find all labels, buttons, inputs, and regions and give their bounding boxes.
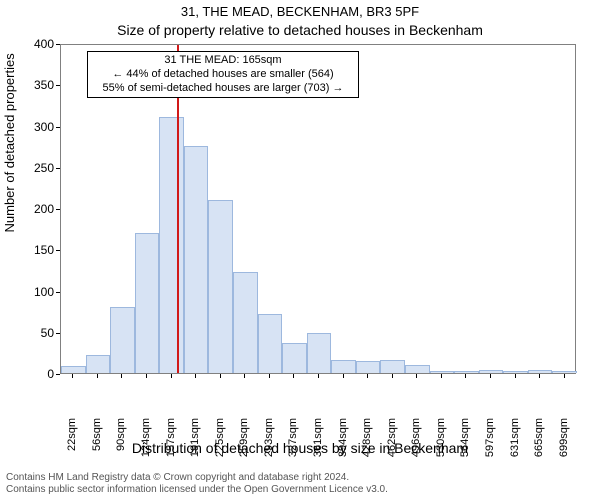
x-tick-mark [195,374,196,378]
y-tick-label: 250 [14,161,54,175]
y-tick-mark [56,292,60,293]
x-tick-mark [441,374,442,378]
x-tick-mark [343,374,344,378]
x-tick-mark [72,374,73,378]
footer-line-1: Contains HM Land Registry data © Crown c… [6,472,594,484]
y-tick-mark [56,85,60,86]
y-tick-label: 350 [14,78,54,92]
attribution-footer: Contains HM Land Registry data © Crown c… [6,472,594,496]
x-tick-mark [392,374,393,378]
x-axis-label: Distribution of detached houses by size … [0,440,600,456]
y-tick-mark [56,44,60,45]
histogram-bar [184,146,209,373]
x-tick-mark [318,374,319,378]
y-tick-mark [56,168,60,169]
page-title-address: 31, THE MEAD, BECKENHAM, BR3 5PF [0,4,600,19]
histogram-bar [86,355,111,373]
histogram-bar [159,117,184,373]
y-tick-label: 0 [14,367,54,381]
histogram-plot-area: 31 THE MEAD: 165sqm← 44% of detached hou… [60,44,576,374]
y-tick-label: 400 [14,37,54,51]
annotation-line: 55% of semi-detached houses are larger (… [92,82,354,96]
annotation-line: ← 44% of detached houses are smaller (56… [92,68,354,82]
histogram-bar [479,370,504,373]
histogram-bar [282,343,307,373]
histogram-bar [135,233,160,373]
x-tick-mark [465,374,466,378]
x-tick-mark [146,374,147,378]
y-tick-mark [56,209,60,210]
y-tick-label: 300 [14,120,54,134]
chart-title: Size of property relative to detached ho… [0,22,600,38]
x-tick-mark [293,374,294,378]
x-tick-mark [171,374,172,378]
x-tick-mark [539,374,540,378]
y-tick-mark [56,250,60,251]
histogram-bar [380,360,405,373]
histogram-bar [307,333,332,373]
y-tick-label: 150 [14,243,54,257]
histogram-bar [528,370,553,373]
x-tick-mark [97,374,98,378]
histogram-bar [233,272,258,373]
y-tick-mark [56,333,60,334]
x-tick-mark [121,374,122,378]
histogram-bar [405,365,430,373]
y-tick-label: 100 [14,285,54,299]
x-tick-mark [220,374,221,378]
x-tick-mark [490,374,491,378]
x-tick-mark [367,374,368,378]
annotation-line: 31 THE MEAD: 165sqm [92,54,354,68]
histogram-bar [331,360,356,373]
histogram-bar [552,371,577,373]
x-tick-mark [269,374,270,378]
histogram-bar [61,366,86,373]
y-tick-mark [56,127,60,128]
histogram-bar [454,371,479,373]
x-tick-mark [416,374,417,378]
footer-line-2: Contains public sector information licen… [6,484,594,496]
histogram-bar [430,371,455,373]
histogram-bar [356,361,381,373]
histogram-bar [258,314,283,373]
y-tick-label: 50 [14,326,54,340]
histogram-bar [503,371,528,373]
histogram-bar [110,307,135,373]
histogram-bar [208,200,233,373]
x-tick-mark [515,374,516,378]
annotation-box: 31 THE MEAD: 165sqm← 44% of detached hou… [87,51,359,98]
y-tick-mark [56,374,60,375]
x-tick-mark [244,374,245,378]
x-tick-mark [564,374,565,378]
y-tick-label: 200 [14,202,54,216]
